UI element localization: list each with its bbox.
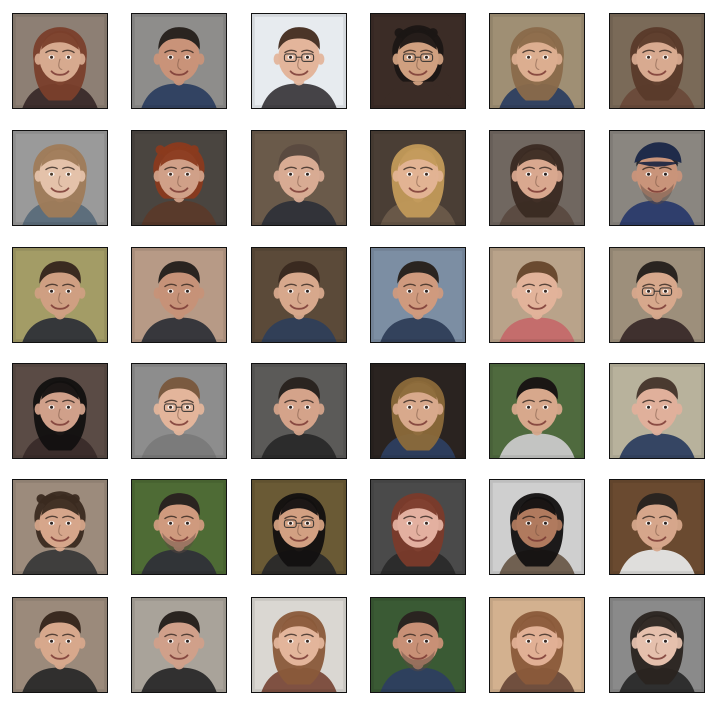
face-tile xyxy=(131,247,227,343)
face-tile xyxy=(609,597,705,693)
face-tile xyxy=(251,247,347,343)
face-image xyxy=(490,248,584,342)
face-tile xyxy=(131,479,227,575)
face-image xyxy=(610,248,704,342)
face-tile xyxy=(251,479,347,575)
face-image xyxy=(252,598,346,692)
face-image xyxy=(13,364,107,458)
face-image xyxy=(132,598,226,692)
face-image xyxy=(252,480,346,574)
face-image xyxy=(13,248,107,342)
face-tile xyxy=(251,597,347,693)
face-image xyxy=(13,131,107,225)
face-tile xyxy=(489,130,585,226)
face-image xyxy=(371,248,465,342)
face-tile xyxy=(131,597,227,693)
face-tile xyxy=(12,597,108,693)
face-image xyxy=(490,598,584,692)
face-image xyxy=(132,248,226,342)
face-tile xyxy=(12,479,108,575)
face-image xyxy=(371,364,465,458)
face-tile xyxy=(251,13,347,109)
face-tile xyxy=(131,130,227,226)
face-image xyxy=(610,364,704,458)
face-image xyxy=(371,598,465,692)
face-tile xyxy=(609,479,705,575)
face-tile xyxy=(370,479,466,575)
face-tile xyxy=(370,13,466,109)
face-image xyxy=(610,14,704,108)
face-tile xyxy=(12,363,108,459)
face-tile xyxy=(251,130,347,226)
face-tile xyxy=(489,597,585,693)
face-tile xyxy=(12,130,108,226)
face-tile xyxy=(251,363,347,459)
face-tile xyxy=(370,247,466,343)
face-tile xyxy=(131,13,227,109)
face-image xyxy=(132,14,226,108)
face-image xyxy=(252,14,346,108)
face-image xyxy=(252,364,346,458)
face-tile xyxy=(370,130,466,226)
face-tile xyxy=(609,247,705,343)
face-image xyxy=(610,131,704,225)
face-image xyxy=(132,480,226,574)
face-image xyxy=(610,480,704,574)
face-image xyxy=(132,131,226,225)
face-image xyxy=(490,131,584,225)
face-image xyxy=(610,598,704,692)
face-image xyxy=(490,480,584,574)
face-tile xyxy=(489,363,585,459)
face-image xyxy=(490,14,584,108)
face-tile xyxy=(131,363,227,459)
face-grid xyxy=(12,13,708,694)
face-tile xyxy=(12,13,108,109)
face-tile xyxy=(489,247,585,343)
face-image xyxy=(371,480,465,574)
face-image xyxy=(13,14,107,108)
face-tile xyxy=(489,479,585,575)
face-image xyxy=(13,598,107,692)
face-tile xyxy=(609,130,705,226)
face-image xyxy=(252,131,346,225)
face-image xyxy=(371,14,465,108)
face-tile xyxy=(12,247,108,343)
face-tile xyxy=(370,363,466,459)
face-image xyxy=(13,480,107,574)
face-tile xyxy=(609,13,705,109)
face-image xyxy=(490,364,584,458)
face-tile xyxy=(489,13,585,109)
face-tile xyxy=(370,597,466,693)
face-image xyxy=(252,248,346,342)
face-image xyxy=(371,131,465,225)
face-tile xyxy=(609,363,705,459)
face-image xyxy=(132,364,226,458)
